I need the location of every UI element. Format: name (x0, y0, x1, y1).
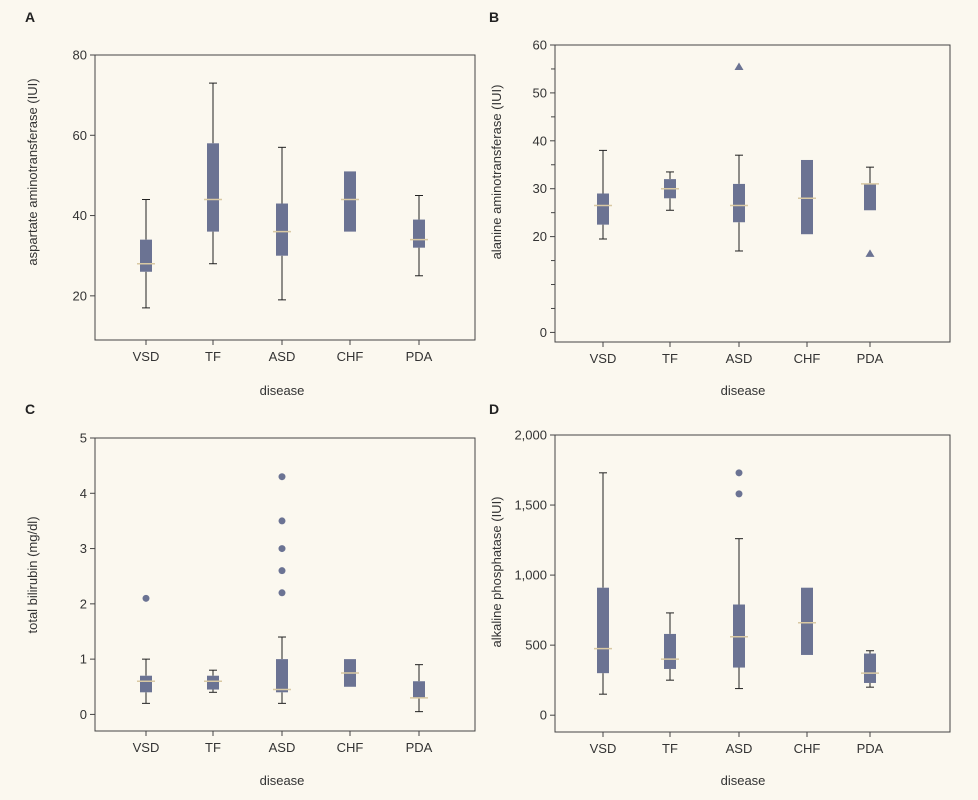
box-chf (801, 587, 813, 655)
outlier-point (278, 517, 286, 525)
panel-label: A (25, 9, 35, 25)
y-tick-label: 50 (533, 85, 547, 100)
y-tick-label: 60 (533, 38, 547, 53)
panel-label: C (25, 401, 35, 417)
box-tf (207, 143, 219, 232)
x-tick-label: ASD (269, 740, 296, 755)
y-tick-label: 20 (533, 229, 547, 244)
y-tick-label: 5 (80, 431, 87, 446)
x-tick-label: PDA (857, 351, 884, 366)
y-tick-label: 2 (80, 596, 87, 611)
x-axis-label: disease (721, 773, 766, 788)
y-axis-label: aspartate aminotransferase (IUI) (25, 78, 40, 265)
y-tick-label: 80 (73, 48, 87, 63)
panel-a: A 20 40 60 80 VSD TF ASD CHF PDA disease aspart… (25, 9, 476, 398)
box-pda (413, 219, 425, 248)
plot-frame (554, 434, 951, 733)
x-axis-label: disease (721, 383, 766, 398)
y-tick-label: 4 (80, 486, 87, 501)
x-tick-label: TF (662, 741, 678, 756)
x-tick-label: ASD (726, 741, 753, 756)
x-tick-label: TF (205, 740, 221, 755)
outlier-point (735, 490, 743, 498)
outlier-point (278, 567, 286, 575)
panel-b: B 0 20 30 40 50 60 VSD TF ASD CHF PDA disease ala… (489, 9, 951, 398)
plot-frame (554, 44, 951, 343)
x-tick-label: VSD (133, 349, 160, 364)
y-tick-label: 40 (73, 208, 87, 223)
x-tick-label: CHF (794, 351, 821, 366)
outlier-point (278, 545, 286, 553)
box-vsd (597, 587, 609, 674)
outlier-point (278, 589, 286, 597)
y-axis-label: total bilirubin (mg/dl) (25, 516, 40, 633)
box-asd (733, 183, 745, 223)
x-tick-label: PDA (406, 740, 433, 755)
x-tick-label: PDA (406, 349, 433, 364)
box-chf (344, 171, 356, 232)
x-tick-label: ASD (269, 349, 296, 364)
panel-label: B (489, 9, 499, 25)
outlier-point (734, 62, 744, 71)
x-tick-label: TF (205, 349, 221, 364)
x-tick-label: VSD (590, 351, 617, 366)
outlier-point (865, 249, 875, 257)
x-tick-label: CHF (337, 349, 364, 364)
x-tick-label: CHF (337, 740, 364, 755)
panel-c: C 0 1 2 3 4 5 VSD TF ASD CHF PDA disease total bi… (25, 401, 476, 788)
box-chf (801, 159, 813, 235)
box-tf (207, 675, 219, 690)
y-tick-label: 0 (540, 708, 547, 723)
outlier-point (735, 469, 743, 477)
box-pda (413, 681, 425, 698)
x-tick-label: CHF (794, 741, 821, 756)
y-axis-label: alkaline phosphatase (IUI) (489, 496, 504, 647)
box-asd (276, 203, 288, 256)
box-pda (864, 653, 876, 683)
box-vsd (140, 675, 152, 693)
y-tick-label: 1,500 (514, 498, 547, 513)
y-tick-label: 2,000 (514, 428, 547, 443)
plot-frame (94, 54, 476, 341)
outlier-point (278, 473, 286, 481)
x-axis-label: disease (260, 383, 305, 398)
x-tick-label: ASD (726, 351, 753, 366)
y-tick-label: 20 (73, 288, 87, 303)
y-tick-label: 60 (73, 128, 87, 143)
box-tf (664, 633, 676, 669)
panel-d: D 0 500 1,000 1,500 2,000 VSD TF ASD CHF PDA dis… (489, 401, 951, 788)
plot-frame (94, 437, 476, 732)
y-tick-label: 1,000 (514, 568, 547, 583)
y-tick-label: 0 (540, 325, 547, 340)
x-tick-label: VSD (133, 740, 160, 755)
x-tick-label: PDA (857, 741, 884, 756)
box-asd (276, 659, 288, 693)
x-tick-label: VSD (590, 741, 617, 756)
panel-label: D (489, 401, 499, 417)
y-tick-label: 40 (533, 133, 547, 148)
x-axis-label: disease (260, 773, 305, 788)
y-tick-label: 30 (533, 181, 547, 196)
y-axis-label: alanine aminotransferase (IUI) (489, 85, 504, 260)
box-vsd (140, 239, 152, 272)
y-tick-label: 500 (525, 638, 547, 653)
box-vsd (597, 193, 609, 225)
y-tick-label: 3 (80, 541, 87, 556)
x-tick-label: TF (662, 351, 678, 366)
box-pda (864, 183, 876, 211)
outlier-point (142, 594, 150, 602)
y-tick-label: 0 (80, 707, 87, 722)
y-tick-label: 1 (80, 652, 87, 667)
